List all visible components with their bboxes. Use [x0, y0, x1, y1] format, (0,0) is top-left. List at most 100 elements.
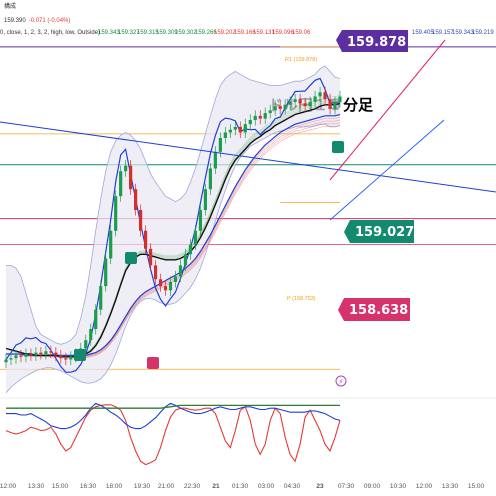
header-value: 159.266 [195, 30, 217, 36]
price-plot [0, 39, 496, 394]
candle-body [338, 96, 342, 102]
candle-body [124, 165, 128, 172]
candle-body [9, 358, 13, 360]
candle-body [313, 96, 317, 102]
candle-body [323, 92, 327, 100]
event-icon[interactable]: ⚡ [335, 375, 347, 387]
candle-body [223, 132, 227, 138]
oscillator-green [6, 404, 340, 409]
bollinger-upper [6, 65, 341, 345]
candle-body [273, 106, 277, 111]
price-tag-mid: 159.027 [344, 220, 414, 243]
candle-body [158, 279, 163, 287]
candle-body [109, 230, 113, 259]
x-tick-label: 18:00 [106, 483, 123, 490]
candle-body [104, 258, 108, 287]
marker-green [74, 349, 86, 361]
x-tick-label: 13:30 [28, 483, 45, 490]
candle-body [44, 351, 48, 354]
svg-text:159.878: 159.878 [347, 35, 406, 50]
marker-red [147, 357, 159, 369]
price-tag-r1: 159.878 [336, 30, 408, 52]
header-value: 159.06 [292, 30, 311, 36]
header-values: 159.343159.327159.315159.309159.302159.2… [98, 30, 494, 36]
header-value: 159.202 [214, 30, 236, 36]
candle-body [148, 248, 153, 266]
candle-body [238, 126, 242, 133]
x-tick-label: 12:00 [0, 483, 17, 490]
candle-body [183, 254, 188, 266]
level-label-p: P (158.753) [287, 296, 316, 302]
candle-body [188, 244, 193, 255]
header-line1: 構成 [4, 2, 16, 10]
x-tick-label: 09:00 [364, 483, 381, 490]
x-tick-label: 04:30 [284, 483, 301, 490]
price-tag-low: 158.638 [338, 298, 410, 321]
candle-body [318, 92, 322, 97]
candle-body [208, 168, 212, 190]
trendline-ascending-blue [329, 119, 445, 221]
candle-body [178, 265, 183, 277]
candle-body [59, 355, 63, 359]
candle-body [328, 99, 332, 109]
candle-body [193, 230, 198, 245]
x-axis: 12:00 13:30 15:00 16:30 18:00 19:30 21:00 22:30… [0, 483, 485, 490]
candle-body [288, 102, 292, 105]
candle-body [129, 165, 133, 190]
header-value: 159.302 [175, 30, 197, 36]
trendline-descending [0, 121, 496, 193]
header-value: 159.343 [98, 30, 120, 36]
candle-body [308, 102, 312, 107]
candle-body [228, 129, 232, 133]
oscillator-red [5, 404, 341, 466]
bollinger-band-fill [6, 66, 340, 393]
candle-body [298, 99, 302, 104]
candle-body [94, 309, 98, 330]
x-tick-label: 15:00 [468, 483, 485, 490]
header-value: 159.315 [137, 30, 159, 36]
x-tick-label: 07:30 [338, 483, 355, 490]
svg-text:⚡: ⚡ [339, 378, 344, 386]
header-value-right: 159.405 [412, 30, 434, 36]
marker-green [332, 141, 344, 153]
candle-body [173, 276, 178, 282]
candle-body [268, 110, 272, 114]
trendline-ascending-red [329, 39, 446, 181]
candle-body [29, 354, 33, 356]
candle-body [233, 126, 237, 130]
candle-body [303, 103, 307, 107]
candle-body [39, 352, 43, 354]
candle-body [168, 282, 173, 291]
candle-body [333, 102, 337, 109]
candle-body [19, 355, 23, 357]
x-tick-label: 22:30 [184, 483, 201, 490]
svg-text:159.027: 159.027 [355, 225, 414, 240]
header-value-right: 159.219 [472, 30, 494, 36]
candle-body [54, 352, 58, 356]
channel-line [5, 77, 341, 373]
candle-body [14, 355, 18, 359]
svg-text:158.638: 158.638 [349, 303, 408, 318]
header-value-right: 159.157 [432, 30, 454, 36]
candle-body [258, 115, 262, 119]
candle-body [134, 189, 138, 210]
candle-body [213, 151, 217, 169]
candle-body [114, 196, 118, 231]
x-tick-label: 12:00 [416, 483, 433, 490]
candle-body [143, 230, 148, 249]
level-label-r1: R1 (159.878) [285, 57, 317, 63]
x-tick-label: 15:00 [52, 483, 69, 490]
candle-body [4, 359, 8, 363]
x-tick-label: 21 [212, 483, 220, 490]
candle-body [163, 286, 168, 291]
x-tick-label: 13:30 [442, 483, 459, 490]
candle-body [24, 354, 28, 357]
oscillator-blue [6, 402, 341, 430]
candle-body [49, 351, 53, 353]
candle-body [283, 104, 287, 109]
candle-body [34, 352, 38, 356]
x-tick-label: 16:30 [80, 483, 97, 490]
candle-body [99, 286, 103, 310]
header-params: 0, close, 1, 2, 3, 2, high, low, Outside… [0, 30, 100, 36]
